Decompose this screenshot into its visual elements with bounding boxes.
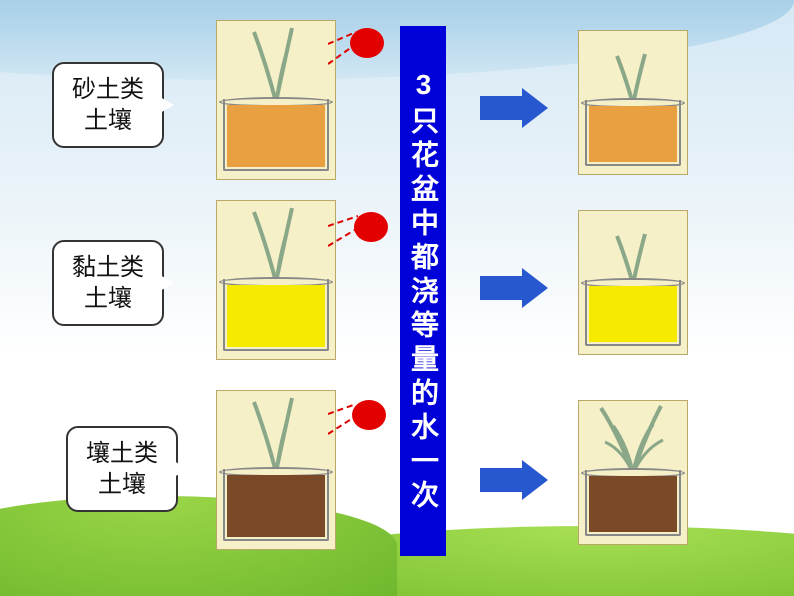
label-loam-soil: 壤土类土壤 bbox=[66, 426, 178, 512]
arrow-icon bbox=[480, 268, 550, 308]
label-clay-soil: 黏土类土壤 bbox=[52, 240, 164, 326]
plant-leaves-icon bbox=[236, 204, 316, 284]
callout-tail-icon bbox=[160, 97, 174, 113]
arrow-icon bbox=[480, 88, 550, 128]
diagram-content: 砂土类土壤 黏土类土壤 壤土类土壤 bbox=[0, 0, 794, 596]
center-text: 3只花盆中都浇等量的水一次 bbox=[403, 69, 443, 514]
plant-leaves-icon bbox=[236, 394, 316, 474]
red-marker-icon bbox=[352, 400, 386, 430]
plant-leaves-short-icon bbox=[593, 206, 673, 286]
soil-sand bbox=[227, 105, 325, 167]
label-sand-soil: 砂土类土壤 bbox=[52, 62, 164, 148]
soil-sand-result bbox=[589, 106, 677, 162]
red-marker-icon bbox=[354, 212, 388, 242]
center-instruction-strip: 3只花盆中都浇等量的水一次 bbox=[400, 26, 446, 556]
soil-clay-result bbox=[589, 286, 677, 342]
arrow-head bbox=[522, 88, 548, 128]
red-marker-icon bbox=[350, 28, 384, 58]
plant-leaves-lush-icon bbox=[583, 396, 683, 476]
label-text: 壤土类土壤 bbox=[86, 440, 158, 498]
plant-before-loam bbox=[216, 390, 336, 550]
plant-after-sand bbox=[578, 30, 688, 175]
plant-leaves-icon bbox=[236, 24, 316, 104]
label-text: 黏土类土壤 bbox=[72, 254, 144, 312]
arrow-head bbox=[522, 268, 548, 308]
plant-before-sand bbox=[216, 20, 336, 180]
soil-loam-result bbox=[589, 476, 677, 532]
arrow-body bbox=[480, 276, 522, 300]
arrow-head bbox=[522, 460, 548, 500]
plant-after-clay bbox=[578, 210, 688, 355]
callout-tail-icon bbox=[174, 461, 188, 477]
arrow-body bbox=[480, 468, 522, 492]
soil-loam bbox=[227, 475, 325, 537]
plant-before-clay bbox=[216, 200, 336, 360]
soil-clay bbox=[227, 285, 325, 347]
plant-leaves-short-icon bbox=[593, 26, 673, 106]
label-text: 砂土类土壤 bbox=[72, 76, 144, 134]
arrow-icon bbox=[480, 460, 550, 500]
callout-tail-icon bbox=[160, 275, 174, 291]
plant-after-loam bbox=[578, 400, 688, 545]
arrow-body bbox=[480, 96, 522, 120]
